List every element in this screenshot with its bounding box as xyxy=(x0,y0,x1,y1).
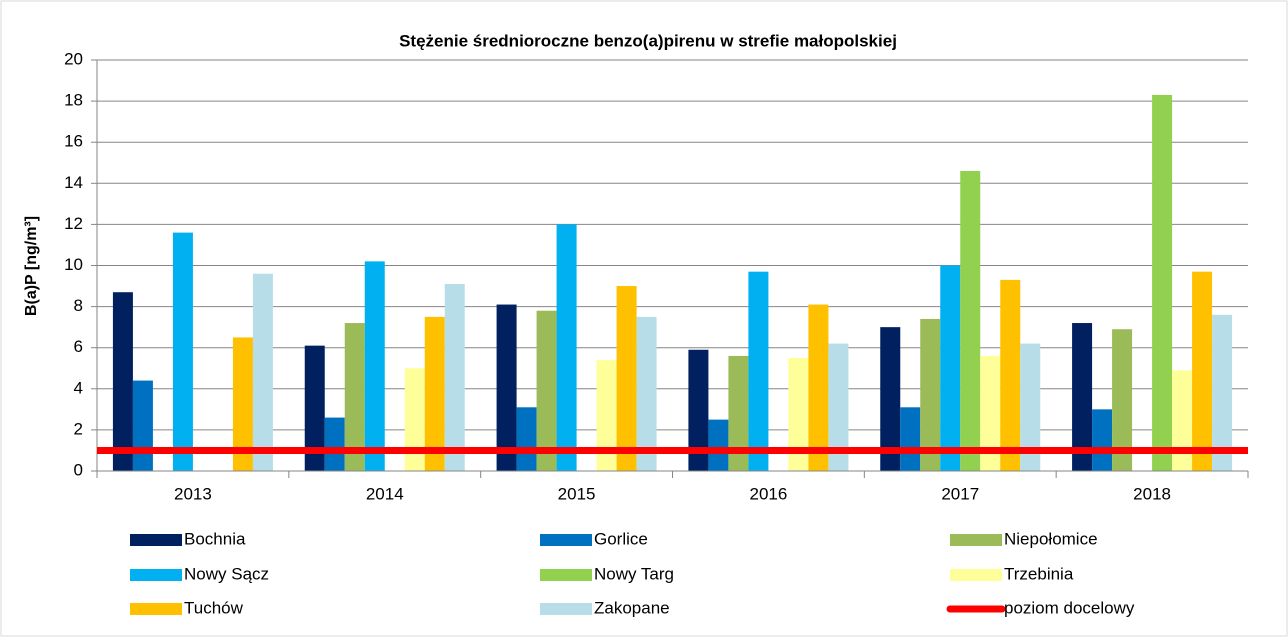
bar xyxy=(536,310,557,471)
y-tick-label: 10 xyxy=(64,255,83,274)
legend-label: Trzebinia xyxy=(1004,564,1074,583)
bar xyxy=(688,349,709,471)
chart-title: Stężenie średnioroczne benzo(a)pirenu w … xyxy=(399,31,897,50)
bar xyxy=(980,355,1001,471)
y-tick-label: 8 xyxy=(74,296,83,315)
y-tick-label: 14 xyxy=(64,173,83,192)
legend-label: Tuchów xyxy=(184,598,244,617)
bar xyxy=(616,286,637,471)
legend-label: Bochnia xyxy=(184,529,246,548)
y-tick-label: 2 xyxy=(74,419,83,438)
bar xyxy=(324,417,345,471)
bar xyxy=(364,261,385,471)
bar xyxy=(404,368,425,471)
legend-label: Zakopane xyxy=(594,598,670,617)
bar xyxy=(1000,279,1021,471)
legend-swatch xyxy=(540,569,592,581)
y-axis-label: B(a)P [ng/m³] xyxy=(23,216,40,316)
legend-label: Nowy Sącz xyxy=(184,564,269,583)
legend-swatch xyxy=(130,534,182,546)
legend-swatch xyxy=(540,603,592,615)
legend-label: poziom docelowy xyxy=(1004,598,1135,617)
legend-swatch xyxy=(130,603,182,615)
bar xyxy=(424,316,445,471)
bar xyxy=(828,343,849,471)
bar xyxy=(748,271,769,471)
bar xyxy=(1020,343,1041,471)
bar xyxy=(304,345,325,471)
bar xyxy=(1112,329,1133,471)
bar xyxy=(1212,314,1233,471)
bar xyxy=(880,327,901,471)
y-tick-label: 4 xyxy=(74,378,83,397)
bar xyxy=(940,265,961,471)
bar xyxy=(112,292,133,471)
bar xyxy=(596,360,617,471)
bar xyxy=(1152,94,1173,471)
bar xyxy=(708,419,729,471)
bar xyxy=(232,337,253,471)
x-tick-label: 2018 xyxy=(1133,484,1171,503)
x-tick-label: 2015 xyxy=(558,484,596,503)
bar xyxy=(636,316,657,471)
y-tick-label: 6 xyxy=(74,337,83,356)
bar xyxy=(960,170,981,471)
bar xyxy=(344,323,365,471)
y-tick-label: 12 xyxy=(64,214,83,233)
legend-swatch xyxy=(540,534,592,546)
legend-swatch xyxy=(950,569,1002,581)
bar xyxy=(788,357,809,471)
bar xyxy=(496,304,517,471)
legend-swatch xyxy=(130,569,182,581)
bar xyxy=(728,355,749,471)
x-tick-label: 2016 xyxy=(750,484,788,503)
y-tick-label: 18 xyxy=(64,91,83,110)
bar xyxy=(808,304,829,471)
x-tick-label: 2014 xyxy=(366,484,404,503)
legend-swatch xyxy=(950,534,1002,546)
bar xyxy=(556,224,577,471)
bar xyxy=(920,318,941,471)
legend-label: Nowy Targ xyxy=(594,564,674,583)
bar xyxy=(172,232,193,471)
bar xyxy=(1192,271,1213,471)
bar xyxy=(900,407,921,471)
bar xyxy=(1092,409,1113,471)
bar xyxy=(1172,370,1193,471)
x-tick-label: 2017 xyxy=(941,484,979,503)
legend-label: Niepołomice xyxy=(1004,529,1098,548)
bar xyxy=(516,407,537,471)
bar xyxy=(444,283,465,471)
bar xyxy=(132,380,153,471)
legend-label: Gorlice xyxy=(594,529,648,548)
y-tick-label: 0 xyxy=(74,460,83,479)
y-tick-label: 20 xyxy=(64,49,83,68)
bar xyxy=(1072,323,1093,471)
y-tick-label: 16 xyxy=(64,132,83,151)
x-tick-label: 2013 xyxy=(174,484,212,503)
bar xyxy=(252,273,273,471)
